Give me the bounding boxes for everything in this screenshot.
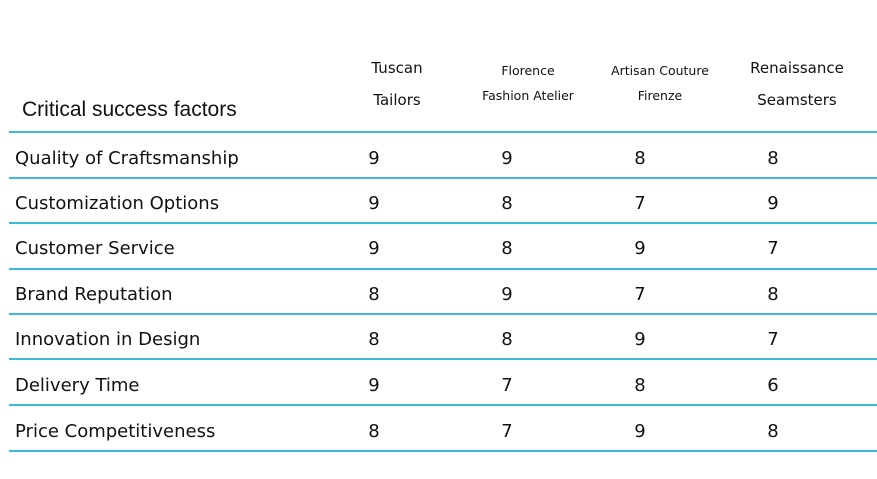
column-header-line: Seamsters	[757, 91, 837, 109]
factor-label: Customer Service	[15, 238, 175, 259]
column-header-artisan-couture-firenze: Artisan Couture Firenze	[598, 63, 722, 103]
score-cell: 9	[634, 329, 646, 350]
table-row: Price Competitiveness 8 7 9 8	[0, 418, 877, 446]
factor-label: Price Competitiveness	[15, 421, 216, 442]
score-cell: 9	[501, 148, 513, 169]
column-header-line: Tuscan	[371, 59, 423, 77]
score-cell: 8	[767, 148, 779, 169]
score-cell: 9	[368, 148, 380, 169]
table-row: Delivery Time 9 7 8 6	[0, 372, 877, 400]
row-rule	[9, 268, 877, 270]
score-cell: 9	[501, 284, 513, 305]
score-cell: 9	[368, 193, 380, 214]
score-cell: 8	[368, 421, 380, 442]
row-rule	[9, 404, 877, 406]
score-cell: 8	[767, 421, 779, 442]
table-row: Brand Reputation 8 9 7 8	[0, 281, 877, 309]
score-cell: 9	[634, 238, 646, 259]
score-cell: 7	[767, 329, 779, 350]
factor-label: Delivery Time	[15, 375, 140, 396]
score-cell: 6	[767, 375, 779, 396]
column-header-line: Firenze	[637, 88, 683, 103]
row-rule	[9, 222, 877, 224]
score-cell: 9	[634, 421, 646, 442]
score-cell: 7	[634, 284, 646, 305]
score-cell: 9	[767, 193, 779, 214]
table-row: Innovation in Design 8 8 9 7	[0, 326, 877, 354]
column-header-line: Fashion Atelier	[482, 88, 574, 103]
score-cell: 8	[368, 329, 380, 350]
row-header-title: Critical success factors	[22, 98, 237, 121]
score-cell: 9	[368, 238, 380, 259]
column-header-line: Florence	[501, 63, 555, 78]
table-row: Customization Options 9 8 7 9	[0, 190, 877, 218]
score-cell: 8	[634, 375, 646, 396]
score-cell: 9	[368, 375, 380, 396]
table-row: Quality of Craftsmanship 9 9 8 8	[0, 145, 877, 173]
table-row: Customer Service 9 8 9 7	[0, 235, 877, 263]
row-rule	[9, 358, 877, 360]
score-cell: 8	[501, 238, 513, 259]
score-cell: 7	[634, 193, 646, 214]
column-header-florence-fashion-atelier: Florence Fashion Atelier	[463, 63, 593, 103]
score-cell: 7	[767, 238, 779, 259]
column-header-line: Artisan Couture	[611, 63, 709, 78]
factor-label: Brand Reputation	[15, 284, 173, 305]
factor-label: Innovation in Design	[15, 329, 201, 350]
factor-label: Customization Options	[15, 193, 220, 214]
score-cell: 8	[501, 329, 513, 350]
score-cell: 7	[501, 375, 513, 396]
score-cell: 7	[501, 421, 513, 442]
score-cell: 8	[767, 284, 779, 305]
row-rule	[9, 450, 877, 452]
score-cell: 8	[634, 148, 646, 169]
column-header-line: Renaissance	[750, 59, 844, 77]
score-cell: 8	[368, 284, 380, 305]
header-rule	[9, 131, 877, 133]
factor-label: Quality of Craftsmanship	[15, 148, 239, 169]
row-rule	[9, 313, 877, 315]
score-cell: 8	[501, 193, 513, 214]
column-header-renaissance-seamsters: Renaissance Seamsters	[732, 58, 862, 109]
column-header-tuscan-tailors: Tuscan Tailors	[347, 58, 447, 109]
row-rule	[9, 177, 877, 179]
column-header-line: Tailors	[373, 91, 421, 109]
